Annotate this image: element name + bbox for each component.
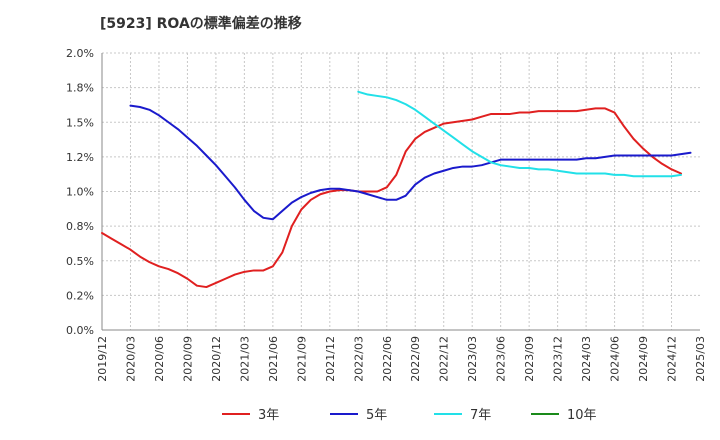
x-tick-label: 2020/06 [153,336,166,382]
series-lines [101,90,692,289]
legend-label: 5年 [366,408,387,423]
y-tick-label: 0.8% [66,220,94,233]
y-tick-label: 1.8% [66,82,94,95]
x-tick-label: 2025/03 [694,336,707,382]
x-tick-label: 2020/09 [181,336,194,382]
x-tick-label: 2022/03 [352,336,365,382]
x-tick-label: 2022/12 [438,336,451,382]
x-tick-label: 2024/03 [580,336,593,382]
series-line-7年 [357,90,683,178]
legend-label: 3年 [258,408,279,423]
x-tick-label: 2022/09 [409,336,422,382]
series-line-5年 [129,104,692,221]
axes: 0.0% 0.2% 0.5% 0.8% 1.0% 1.2% 1.5% 1.8% 2.0% 2019… [66,47,707,382]
legend-label: 7年 [470,408,491,423]
x-tick-label: 2021/06 [267,336,280,382]
y-tick-label: 2.0% [66,47,94,60]
y-tick-label: 1.5% [66,116,94,129]
x-tick-label: 2019/12 [96,336,109,382]
x-tick-label: 2024/12 [666,336,679,382]
x-tick-label: 2020/12 [210,336,223,382]
x-tick-label: 2023/12 [552,336,565,382]
chart-title: [5923] ROAの標準偏差の推移 [100,15,302,32]
x-tick-label: 2023/03 [466,336,479,382]
x-tick-label: 2023/09 [523,336,536,382]
y-tick-label: 0.2% [66,289,94,302]
x-tick-label: 2024/09 [637,336,650,382]
legend-label: 10年 [567,408,597,423]
x-tick-label: 2020/03 [124,336,137,382]
series-line-3年 [101,107,683,289]
x-tick-label: 2023/06 [495,336,508,382]
x-tick-label: 2021/09 [295,336,308,382]
x-tick-label: 2024/06 [609,336,622,382]
legend: 3年 5年 7年 10年 [222,408,597,423]
y-tick-label: 0.0% [66,324,94,337]
x-tick-label: 2021/12 [324,336,337,382]
y-tick-label: 1.2% [66,151,94,164]
y-tick-label: 0.5% [66,255,94,268]
y-tick-label: 1.0% [66,186,94,199]
grid [102,52,700,330]
x-tick-label: 2021/03 [238,336,251,382]
x-tick-label: 2022/06 [381,336,394,382]
